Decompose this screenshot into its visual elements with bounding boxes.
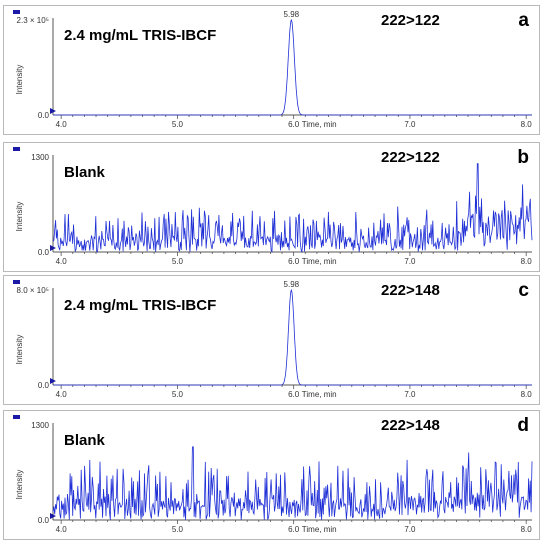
chromatogram-plot: 4.0 5.0 6.0 7.0 8.0 Time, min 8.0 × 10⁵ 0.0 Inte…: [15, 280, 533, 399]
y-max-label: 1300: [31, 421, 49, 430]
transition-label: 222>122: [381, 149, 440, 166]
y-axis-label: Intensity: [15, 202, 24, 232]
x-tick-label: 8.0: [521, 257, 533, 266]
chromatogram-panel-a: 4.0 5.0 6.0 7.0 8.0 Time, min 2.3 × 10⁵ 0.0 Inte…: [3, 5, 540, 135]
sample-label: 2.4 mg/mL TRIS-IBCF: [64, 27, 217, 44]
x-tick-label: 7.0: [404, 390, 416, 399]
panel-letter: c: [518, 280, 529, 301]
x-tick-label: 6.0: [288, 390, 300, 399]
y-max-label: 8.0 × 10⁵: [17, 286, 49, 295]
baseline-marker-icon: [50, 245, 56, 251]
baseline-marker-icon: [50, 513, 56, 519]
x-axis-label: Time, min: [302, 257, 337, 266]
panel-letter: d: [517, 415, 529, 436]
chromatogram-trace: [53, 18, 532, 116]
panel-letter: b: [517, 147, 529, 168]
chromatogram-plot: 4.0 5.0 6.0 7.0 8.0 Time, min 2.3 × 10⁵ 0.0 Inte…: [15, 10, 533, 129]
x-tick-label: 4.0: [56, 390, 68, 399]
x-tick-label: 8.0: [521, 525, 533, 534]
y-zero-label: 0.0: [38, 516, 50, 525]
y-zero-label: 0.0: [38, 111, 50, 120]
x-tick-label: 6.0: [288, 525, 300, 534]
y-zero-label: 0.0: [38, 248, 50, 257]
chromatogram-trace: [52, 446, 533, 520]
sample-label: Blank: [64, 164, 105, 181]
y-max-label: 2.3 × 10⁵: [17, 16, 49, 25]
x-tick-label: 4.0: [56, 525, 68, 534]
sample-label: Blank: [64, 432, 105, 449]
x-tick-label: 7.0: [404, 120, 416, 129]
transition-label: 222>148: [381, 282, 440, 299]
peak-label: 5.98: [284, 280, 300, 289]
chromatogram-trace: [52, 163, 533, 254]
x-tick-label: 5.0: [172, 525, 184, 534]
x-tick-label: 8.0: [521, 120, 533, 129]
x-tick-label: 5.0: [172, 257, 184, 266]
x-axis-label: Time, min: [302, 525, 337, 534]
chromatogram-panel-b: 4.0 5.0 6.0 7.0 8.0 Time, min 1300 0.0 Intensity…: [3, 142, 540, 272]
chromatogram-panel-c: 4.0 5.0 6.0 7.0 8.0 Time, min 8.0 × 10⁵ 0.0 Inte…: [3, 275, 540, 405]
transition-label: 222>122: [381, 12, 440, 29]
sample-label: 2.4 mg/mL TRIS-IBCF: [64, 297, 217, 314]
x-tick-label: 7.0: [404, 257, 416, 266]
chromatogram-plot: 4.0 5.0 6.0 7.0 8.0 Time, min 1300 0.0 Intensity: [15, 153, 533, 266]
x-tick-label: 6.0: [288, 257, 300, 266]
x-tick-label: 4.0: [56, 120, 68, 129]
baseline-marker-icon: [50, 108, 56, 114]
x-tick-label: 5.0: [172, 120, 184, 129]
transition-label: 222>148: [381, 417, 440, 434]
y-zero-label: 0.0: [38, 381, 50, 390]
panel-marker-icon: [13, 10, 20, 14]
y-axis-label: Intensity: [15, 470, 24, 500]
chromatogram-trace: [53, 288, 532, 386]
x-tick-label: 8.0: [521, 390, 533, 399]
x-tick-label: 7.0: [404, 525, 416, 534]
panel-letter: a: [518, 10, 529, 31]
peak-label: 5.98: [284, 10, 300, 19]
x-tick-label: 5.0: [172, 390, 184, 399]
chromatogram-panel-d: 4.0 5.0 6.0 7.0 8.0 Time, min 1300 0.0 Intensity…: [3, 410, 540, 540]
panel-marker-icon: [13, 280, 20, 284]
y-max-label: 1300: [31, 153, 49, 162]
panel-marker-icon: [13, 415, 20, 419]
y-axis-label: Intensity: [15, 65, 24, 95]
x-tick-label: 6.0: [288, 120, 300, 129]
chromatogram-plot: 4.0 5.0 6.0 7.0 8.0 Time, min 1300 0.0 Intensity: [15, 421, 533, 534]
panel-marker-icon: [13, 147, 20, 151]
y-axis-label: Intensity: [15, 335, 24, 365]
x-axis-label: Time, min: [302, 120, 337, 129]
x-axis-label: Time, min: [302, 390, 337, 399]
x-tick-label: 4.0: [56, 257, 68, 266]
baseline-marker-icon: [50, 378, 56, 384]
